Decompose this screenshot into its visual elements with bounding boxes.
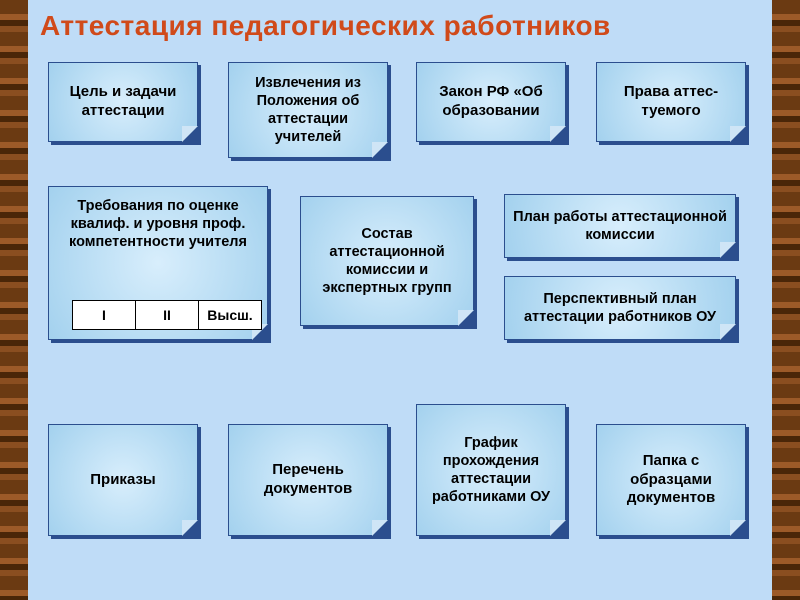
- card-label: Состав аттестационной комиссии и эксперт…: [307, 225, 467, 298]
- card-schedule[interactable]: График прохождения аттестации работникам…: [416, 404, 566, 536]
- card-law[interactable]: Закон РФ «Об образовании: [416, 62, 566, 142]
- card-label: Права аттес-туемого: [603, 83, 739, 121]
- card-perspective[interactable]: Перспективный план аттестации работников…: [504, 276, 736, 340]
- card-label: Требования по оценке квалиф. и уровня пр…: [55, 197, 261, 251]
- card-goal[interactable]: Цель и задачи аттестации: [48, 62, 198, 142]
- subtable-cell-1[interactable]: I: [73, 301, 136, 329]
- card-workplan[interactable]: План работы аттестационной комиссии: [504, 194, 736, 258]
- slide-content: Аттестация педагогических работников Цел…: [34, 6, 766, 596]
- card-label: Приказы: [90, 471, 155, 490]
- card-label: Перечень документов: [235, 461, 381, 499]
- category-subtable: I II Высш.: [72, 300, 262, 330]
- ornament-border-right: [772, 0, 800, 600]
- card-label: Папка с образцами документов: [603, 452, 739, 508]
- subtable-cell-3[interactable]: Высш.: [199, 301, 261, 329]
- ornament-border-left: [0, 0, 28, 600]
- card-orders[interactable]: Приказы: [48, 424, 198, 536]
- card-label: График прохождения аттестации работникам…: [423, 434, 559, 507]
- card-extracts[interactable]: Извлечения из Положения об аттестации уч…: [228, 62, 388, 158]
- card-doclist[interactable]: Перечень документов: [228, 424, 388, 536]
- card-label: Извлечения из Положения об аттестации уч…: [235, 74, 381, 147]
- subtable-cell-2[interactable]: II: [136, 301, 199, 329]
- card-samples[interactable]: Папка с образцами документов: [596, 424, 746, 536]
- card-label: План работы аттестационной комиссии: [511, 208, 729, 244]
- page-title: Аттестация педагогических работников: [40, 10, 766, 42]
- card-label: Закон РФ «Об образовании: [423, 83, 559, 121]
- card-rights[interactable]: Права аттес-туемого: [596, 62, 746, 142]
- card-label: Перспективный план аттестации работников…: [511, 290, 729, 326]
- card-label: Цель и задачи аттестации: [55, 83, 191, 121]
- card-composition[interactable]: Состав аттестационной комиссии и эксперт…: [300, 196, 474, 326]
